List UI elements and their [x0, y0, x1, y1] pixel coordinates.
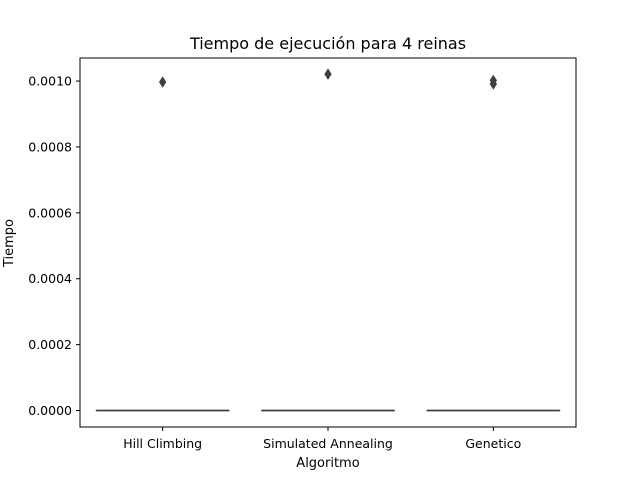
box-genetico — [426, 74, 561, 412]
x-axis: Hill Climbing Simulated Annealing Genetico — [123, 427, 521, 451]
chart-title: Tiempo de ejecución para 4 reinas — [189, 34, 466, 53]
x-tick-label: Simulated Annealing — [263, 436, 393, 451]
y-tick-label: 0.0004 — [28, 271, 72, 286]
box-simulated-annealing — [261, 68, 395, 412]
y-tick-label: 0.0002 — [28, 337, 72, 352]
y-tick-label: 0.0010 — [28, 74, 72, 89]
outlier-point — [324, 68, 332, 80]
box-series — [95, 68, 561, 412]
box-hill-climbing — [95, 76, 230, 412]
x-axis-label: Algoritmo — [296, 456, 359, 471]
y-tick-label: 0.0006 — [28, 205, 72, 220]
plot-frame — [79, 57, 577, 428]
y-tick-label: 0.0000 — [28, 403, 72, 418]
x-tick-label: Genetico — [465, 436, 521, 451]
outlier-point — [158, 76, 167, 88]
x-tick-label: Hill Climbing — [123, 436, 202, 451]
y-axis-label: Tiempo — [2, 219, 17, 268]
outlier-point — [489, 74, 498, 87]
y-tick-label: 0.0008 — [28, 139, 72, 154]
y-axis: 0.0000 0.0002 0.0004 0.0006 0.0008 0.0010 — [28, 74, 80, 418]
